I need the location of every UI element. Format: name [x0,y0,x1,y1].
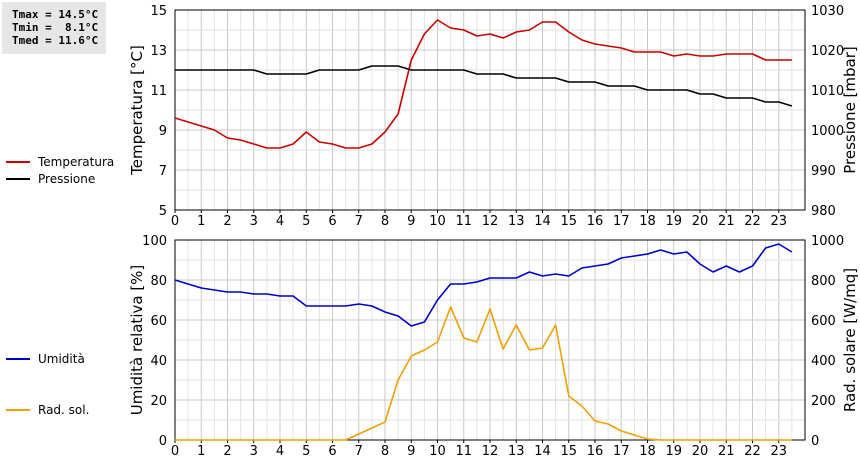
x-tick-label: 10 [429,444,446,459]
y-tick-label-left: 13 [150,44,167,59]
x-tick-label: 9 [407,214,415,229]
x-tick-label: 15 [560,214,577,229]
legend-umidita: Umidità [6,351,85,367]
x-tick-label: 17 [613,444,630,459]
legend-swatch-pressione [6,178,30,180]
y-tick-label-left: 60 [150,314,167,329]
x-tick-label: 23 [770,214,787,229]
x-tick-label: 7 [355,444,363,459]
y-tick-label-right: 200 [811,394,836,409]
tmax-label: Tmax = 14.5°C [12,8,99,21]
x-tick-label: 14 [534,444,551,459]
tmin-label: Tmin = 8.1°C [12,21,99,34]
x-tick-label: 6 [328,444,336,459]
y-axis-title-right: Pressione [mbar] [841,46,859,174]
x-tick-label: 7 [355,214,363,229]
y-tick-label-right: 1000 [811,124,844,139]
x-tick-label: 21 [718,214,735,229]
x-tick-label: 11 [455,214,472,229]
y-tick-label-right: 800 [811,274,836,289]
x-tick-label: 18 [639,444,656,459]
stats-box: Tmax = 14.5°C Tmin = 8.1°C Tmed = 11.6°C [2,2,106,54]
x-tick-label: 13 [508,444,525,459]
y-tick-label-right: 1000 [811,234,844,249]
x-tick-label: 0 [171,214,179,229]
x-tick-label: 18 [639,214,656,229]
tmed-label: Tmed = 11.6°C [12,34,99,47]
legend-label-pressione: Pressione [38,172,96,186]
x-tick-label: 20 [692,444,709,459]
x-tick-label: 4 [276,214,284,229]
y-tick-label-left: 100 [142,234,167,249]
y-tick-label-left: 15 [150,4,167,19]
x-tick-label: 0 [171,444,179,459]
chart-panel-2: 0 1 2 3 4 5 6 7 8 9 10 11 12 13 14 15 16 17 18 19 20 21 22 2302… [128,234,859,459]
x-tick-label: 15 [560,444,577,459]
y-tick-label-left: 40 [150,354,167,369]
y-tick-label-left: 9 [159,124,167,139]
x-tick-label: 17 [613,214,630,229]
x-tick-label: 8 [381,214,389,229]
y-tick-label-left: 20 [150,394,167,409]
y-axis-title-right: Rad. solare [W/mq] [841,268,859,412]
legend-label-umidita: Umidità [38,352,85,366]
legend-temperatura: Temperatura [6,154,114,170]
y-tick-label-right: 600 [811,314,836,329]
x-tick-label: 2 [223,444,231,459]
x-tick-label: 3 [250,444,258,459]
x-tick-label: 13 [508,214,525,229]
series-line-temperatura [174,19,792,149]
x-tick-label: 22 [744,214,761,229]
y-tick-label-left: 80 [150,274,167,289]
legend-pressione: Pressione [6,171,95,187]
chart-panel-1: 0 1 2 3 4 5 6 7 8 9 10 11 12 13 14 15 16 17 18 19 20 21 22 2357… [128,4,859,229]
y-tick-label-left: 5 [159,204,167,219]
x-tick-label: 19 [665,444,682,459]
x-tick-label: 8 [381,444,389,459]
legend-swatch-temperatura [6,161,30,163]
x-tick-label: 22 [744,444,761,459]
x-tick-label: 5 [302,214,310,229]
x-tick-label: 5 [302,444,310,459]
x-tick-label: 4 [276,444,284,459]
x-tick-label: 10 [429,214,446,229]
y-tick-label-left: 11 [150,84,167,99]
y-tick-label-right: 1030 [811,4,844,19]
x-tick-label: 16 [587,214,604,229]
y-axis-title-left: Umidità relativa [%] [128,265,146,416]
x-tick-label: 9 [407,444,415,459]
legend-swatch-umidita [6,358,30,360]
x-tick-label: 14 [534,214,551,229]
y-tick-label-right: 0 [811,434,819,449]
series-line-pressione [175,65,793,107]
y-tick-label-right: 1020 [811,44,844,59]
x-tick-label: 2 [223,214,231,229]
y-tick-label-right: 1010 [811,84,844,99]
x-tick-label: 12 [482,444,499,459]
x-tick-label: 3 [250,214,258,229]
y-tick-label-right: 990 [811,164,836,179]
x-tick-label: 16 [587,444,604,459]
y-axis-title-left: Temperatura [°C] [128,45,146,176]
x-tick-label: 11 [455,444,472,459]
x-tick-label: 6 [328,214,336,229]
x-tick-label: 20 [692,214,709,229]
x-tick-label: 21 [718,444,735,459]
series-line-umidit [174,243,793,327]
legend-label-rad-sol: Rad. sol. [38,403,90,417]
legend-swatch-rad-sol [6,409,30,411]
y-tick-label-right: 400 [811,354,836,369]
x-tick-label: 23 [770,444,787,459]
legend-label-temperatura: Temperatura [38,155,115,169]
legend-rad-sol: Rad. sol. [6,402,89,418]
x-tick-label: 1 [197,214,205,229]
y-tick-label-left: 7 [159,164,167,179]
x-tick-label: 19 [665,214,682,229]
y-tick-label-left: 0 [159,434,167,449]
y-tick-label-right: 980 [811,204,836,219]
x-tick-label: 12 [482,214,499,229]
x-tick-label: 1 [197,444,205,459]
series-line-rad-sol [175,306,792,441]
